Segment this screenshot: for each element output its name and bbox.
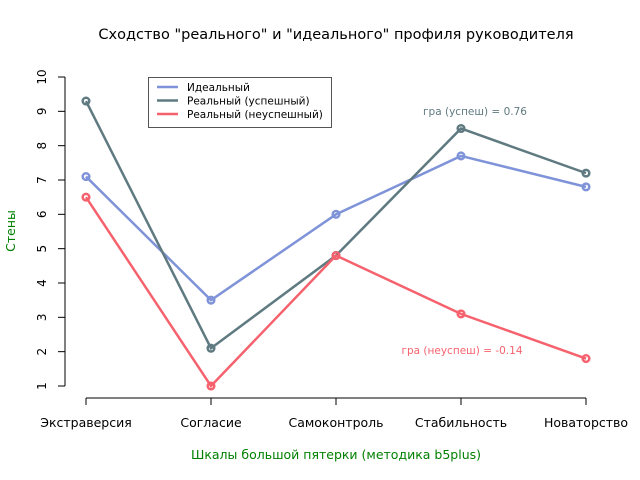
data-point bbox=[206, 381, 216, 391]
y-axis-label: Стены bbox=[3, 210, 18, 252]
x-tick-label: Самоконтроль bbox=[288, 415, 383, 430]
y-tick-label: 10 bbox=[35, 69, 49, 84]
y-tick-label: 5 bbox=[35, 245, 49, 253]
data-point bbox=[331, 209, 341, 219]
y-tick-label: 7 bbox=[35, 176, 49, 184]
legend-label: Реальный (успешный) bbox=[187, 96, 310, 108]
y-tick-label: 2 bbox=[35, 348, 49, 356]
legend-label: Идеальный bbox=[187, 82, 250, 94]
y-tick-label: 9 bbox=[35, 108, 49, 116]
data-point bbox=[456, 151, 466, 161]
data-point bbox=[581, 182, 591, 192]
series-line bbox=[85, 154, 587, 302]
annotation-success: гра (успеш) = 0.76 bbox=[423, 106, 527, 118]
x-tick-label: Экстраверсия bbox=[40, 415, 132, 430]
data-point bbox=[456, 123, 466, 134]
y-tick-label: 6 bbox=[35, 211, 49, 219]
data-point bbox=[581, 168, 591, 178]
axes: 1 2 3 4 5 6 7 8 9 10 Экстраверсия Согласие Самоконтр… bbox=[35, 69, 628, 430]
x-tick-label: Стабильность bbox=[415, 415, 507, 430]
y-tick-label: 3 bbox=[35, 314, 49, 322]
x-axis-label: Шкалы большой пятерки (методика b5plus) bbox=[191, 447, 481, 462]
data-point bbox=[331, 250, 341, 261]
series-group bbox=[81, 96, 591, 391]
data-point bbox=[81, 96, 91, 106]
y-tick-label: 4 bbox=[35, 279, 49, 287]
data-point bbox=[81, 172, 91, 182]
data-point bbox=[206, 343, 216, 353]
data-point bbox=[581, 353, 591, 364]
legend-box bbox=[148, 77, 332, 128]
x-tick-label: Новаторство bbox=[544, 415, 628, 430]
data-point bbox=[206, 295, 216, 305]
annotations: гра (успеш) = 0.76 гра (неуспеш) = -0.14 bbox=[401, 106, 527, 357]
data-point bbox=[456, 309, 466, 319]
annotation-unsuccess: гра (неуспеш) = -0.14 bbox=[401, 345, 522, 357]
x-tick-label: Согласие bbox=[180, 415, 242, 430]
data-point bbox=[81, 192, 91, 202]
series-line bbox=[84, 196, 587, 388]
legend-label: Реальный (неуспешный) bbox=[187, 109, 323, 121]
chart-title: Сходство "реального" и "идеального" проф… bbox=[98, 27, 573, 43]
y-tick-label: 8 bbox=[35, 142, 49, 150]
legend: Идеальный Реальный (успешный)Реальный (не… bbox=[148, 77, 332, 128]
y-tick-label: 1 bbox=[35, 382, 49, 390]
